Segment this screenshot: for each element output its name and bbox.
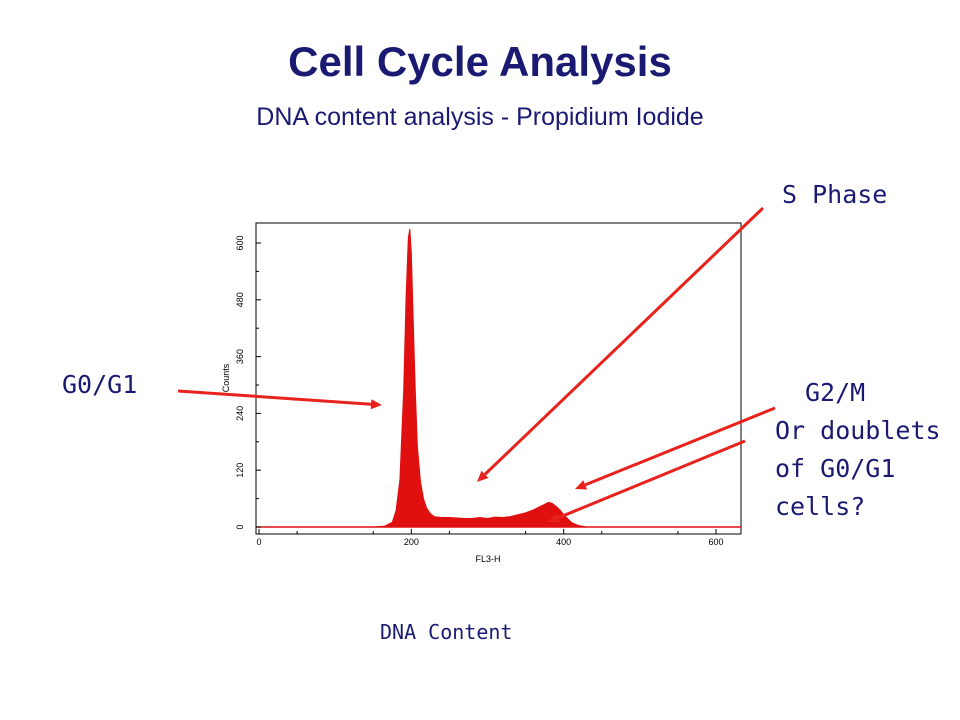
y-tick-label: 360 [235,349,245,364]
dna-content-caption: DNA Content [380,620,513,644]
g2m-arrow [575,406,776,490]
histogram-area [373,228,587,528]
x-axis-label: FL3-H [475,554,500,564]
doublets-annotation-line1: Or doublets [775,416,941,445]
y-tick-label: 0 [235,524,245,529]
x-tick-label: 400 [556,537,571,547]
x-tick-label: 0 [256,537,261,547]
g2m-annotation: G2/M [805,378,866,407]
g0g1-arrow [177,389,382,410]
plot-frame [255,222,742,535]
y-tick-label: 120 [235,463,245,478]
s-phase-annotation: S Phase [782,180,888,209]
y-tick-label: 240 [235,406,245,421]
x-tick-label: 200 [404,537,419,547]
doublets-arrow [548,439,746,523]
y-axis-label: Counts [221,363,231,392]
slide-title: Cell Cycle Analysis [288,38,672,85]
doublets-annotation-line2: of G0/G1 [775,454,896,483]
g0g1-annotation: G0/G1 [62,370,138,399]
s-phase-arrow [477,206,765,482]
doublets-annotation-line3: cells? [775,492,866,521]
slide-subtitle: DNA content analysis - Propidium Iodide [256,103,704,131]
x-tick-label: 600 [708,537,723,547]
y-tick-label: 480 [235,292,245,307]
y-tick-label: 600 [235,235,245,250]
